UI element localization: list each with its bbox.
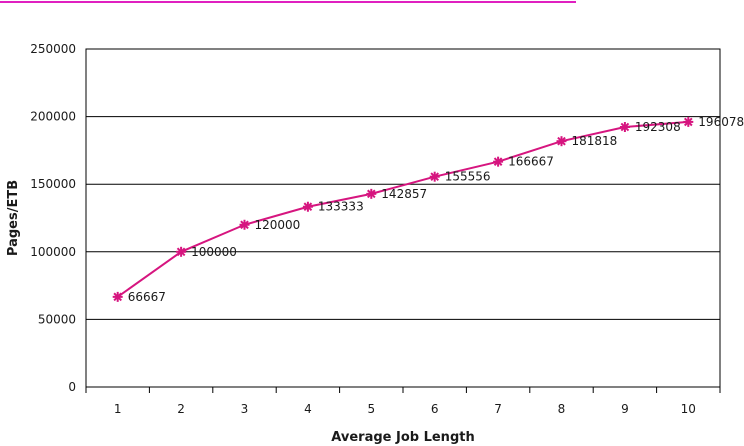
data-point-marker [556,136,567,147]
data-point-marker [112,291,123,302]
data-point-marker [683,116,694,127]
data-point-marker [493,156,504,167]
y-axis-ticks: 0 50000 100000 150000 200000 250000 [30,42,76,394]
data-label: 192308 [635,120,681,134]
y-tick-label: 100000 [30,245,76,259]
x-tick-label: 9 [621,402,629,416]
data-point-marker [429,171,440,182]
x-axis-ticks: 1 2 3 4 5 6 7 8 9 10 [85,387,721,416]
y-tick-label: 150000 [30,177,76,191]
y-tick-label: 250000 [30,42,76,56]
x-tick-label: 6 [431,402,439,416]
series-line [117,120,689,298]
data-label: 155556 [445,170,491,184]
y-tick-label: 50000 [38,312,76,326]
y-tick-label: 200000 [30,110,76,124]
data-point-marker [239,219,250,230]
data-label: 142857 [381,187,427,201]
data-labels: 66667 100000 120000 133333 142857 155556 16666… [128,115,744,304]
data-point-marker [619,121,630,132]
data-label: 66667 [128,290,166,304]
y-tick-label: 0 [68,380,76,394]
x-axis-title: Average Job Length [331,430,474,445]
data-point-marker [176,246,187,257]
data-point-marker [302,201,313,212]
x-tick-label: 2 [177,402,185,416]
data-label: 120000 [255,218,301,232]
x-tick-label: 4 [304,402,312,416]
data-label: 181818 [572,134,618,148]
x-tick-label: 10 [681,402,696,416]
data-point-marker [366,188,377,199]
data-label: 133333 [318,200,364,214]
data-label: 100000 [191,245,237,259]
series-markers [112,116,694,302]
x-tick-label: 8 [558,402,566,416]
y-axis-title: Pages/ETB [6,180,21,256]
gridlines [86,48,720,388]
x-tick-label: 1 [114,402,122,416]
x-tick-label: 5 [367,402,375,416]
plot-area-frame [85,48,721,388]
x-tick-label: 7 [494,402,502,416]
x-tick-label: 3 [241,402,249,416]
data-label: 196078 [698,115,744,129]
data-label: 166667 [508,155,554,169]
